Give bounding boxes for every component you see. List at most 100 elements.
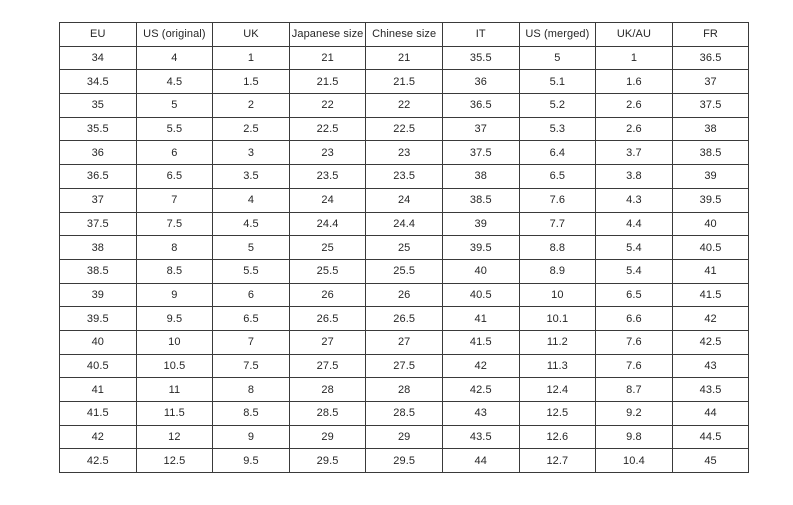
table-cell: 38.5: [441, 187, 520, 213]
table-cell: 10: [518, 282, 597, 308]
table-cell: 2.6: [595, 93, 673, 118]
table-cell: 7.5: [212, 353, 290, 379]
table-cell: 27: [288, 329, 367, 355]
table-cell: 28: [365, 377, 443, 402]
table-cell: 4.5: [212, 211, 290, 237]
table-cell: 2.6: [595, 116, 673, 142]
table-cell: 7.7: [518, 211, 597, 237]
table-cell: 6.6: [595, 306, 673, 331]
table-cell: 41.5: [671, 282, 750, 308]
table-cell: 6.5: [212, 306, 290, 331]
table-row: 39.5 9.5 6.5 26.5 26.5 41 10.1 6.6 42: [59, 306, 750, 331]
table-cell: 2.5: [212, 116, 290, 142]
table-cell: 22.5: [365, 116, 443, 142]
table-cell: 9.5: [135, 306, 214, 331]
table-cell: 8.7: [595, 377, 673, 402]
table-cell: 42.5: [59, 448, 137, 474]
column-header: IT: [441, 22, 520, 47]
column-header: US (original): [135, 22, 214, 47]
table-cell: 5.3: [518, 116, 597, 142]
table-row: 36.5 6.5 3.5 23.5 23.5 38 6.5 3.8 39: [59, 164, 750, 189]
table-cell: 6.5: [595, 282, 673, 308]
table-cell: 40.5: [59, 353, 137, 379]
table-cell: 26.5: [365, 306, 443, 331]
table-cell: 41.5: [441, 329, 520, 355]
size-conversion-table-container: EU US (original) UK Japanese size Chinese si…: [59, 22, 750, 474]
table-cell: 37: [59, 187, 137, 213]
table-cell: 38: [59, 235, 137, 260]
table-cell: 5.2: [518, 93, 597, 118]
column-header: UK/AU: [595, 22, 673, 47]
table-cell: 25: [288, 235, 367, 260]
table-cell: 11.3: [518, 353, 597, 379]
table-cell: 39.5: [59, 306, 137, 331]
table-cell: 11: [135, 377, 214, 402]
table-cell: 8.9: [518, 258, 597, 284]
table-cell: 7.6: [595, 329, 673, 355]
table-cell: 8: [135, 235, 214, 260]
table-cell: 43: [671, 353, 750, 379]
table-cell: 22: [365, 93, 443, 118]
table-cell: 5.5: [212, 258, 290, 284]
table-cell: 40: [59, 329, 137, 355]
table-cell: 41: [59, 377, 137, 402]
table-row: 35 5 2 22 22 36.5 5.2 2.6 37.5: [59, 93, 750, 118]
table-cell: 10.1: [518, 306, 597, 331]
column-header: Japanese size: [288, 22, 367, 47]
table-cell: 42: [441, 353, 520, 379]
table-cell: 6.5: [518, 164, 597, 189]
table-row: 42.5 12.5 9.5 29.5 29.5 44 12.7 10.4 45: [59, 448, 750, 474]
table-row: 38.5 8.5 5.5 25.5 25.5 40 8.9 5.4 41: [59, 258, 750, 284]
table-cell: 4.4: [595, 211, 673, 237]
table-cell: 7: [135, 187, 214, 213]
table-cell: 3: [212, 140, 290, 166]
table-cell: 12.5: [518, 401, 597, 426]
table-row: 39 9 6 26 26 40.5 10 6.5 41.5: [59, 282, 750, 308]
table-cell: 37.5: [441, 140, 520, 166]
table-row: 37 7 4 24 24 38.5 7.6 4.3 39.5: [59, 187, 750, 213]
table-cell: 26: [365, 282, 443, 308]
table-cell: 39: [671, 164, 750, 189]
column-header: US (merged): [518, 22, 597, 47]
table-cell: 3.8: [595, 164, 673, 189]
table-cell: 42: [671, 306, 750, 331]
table-cell: 36.5: [441, 93, 520, 118]
table-cell: 7.6: [595, 353, 673, 379]
table-row: 38 8 5 25 25 39.5 8.8 5.4 40.5: [59, 235, 750, 260]
table-cell: 41.5: [59, 401, 137, 426]
table-cell: 9.5: [212, 448, 290, 474]
table-cell: 23.5: [365, 164, 443, 189]
table-cell: 40.5: [441, 282, 520, 308]
table-cell: 34.5: [59, 69, 137, 95]
table-cell: 35: [59, 93, 137, 118]
table-cell: 40: [671, 211, 750, 237]
table-cell: 11.2: [518, 329, 597, 355]
table-cell: 36: [441, 69, 520, 95]
table-cell: 1.6: [595, 69, 673, 95]
table-cell: 42: [59, 424, 137, 450]
table-cell: 5: [518, 45, 597, 71]
table-cell: 36.5: [671, 45, 750, 71]
column-header: EU: [59, 22, 137, 47]
table-cell: 9.2: [595, 401, 673, 426]
table-cell: 4.5: [135, 69, 214, 95]
table-cell: 8.5: [212, 401, 290, 426]
table-cell: 27.5: [288, 353, 367, 379]
table-cell: 41: [671, 258, 750, 284]
table-row: 42 12 9 29 29 43.5 12.6 9.8 44.5: [59, 424, 750, 450]
table-cell: 41: [441, 306, 520, 331]
table-cell: 26: [288, 282, 367, 308]
table-cell: 25: [365, 235, 443, 260]
table-cell: 3.7: [595, 140, 673, 166]
table-cell: 40: [441, 258, 520, 284]
table-row: 40.5 10.5 7.5 27.5 27.5 42 11.3 7.6 43: [59, 353, 750, 379]
table-cell: 5.4: [595, 258, 673, 284]
table-cell: 29: [288, 424, 367, 450]
table-cell: 4: [212, 187, 290, 213]
table-cell: 8: [212, 377, 290, 402]
table-cell: 1: [212, 45, 290, 71]
table-cell: 39: [59, 282, 137, 308]
table-cell: 25.5: [288, 258, 367, 284]
table-cell: 7: [212, 329, 290, 355]
table-cell: 26.5: [288, 306, 367, 331]
